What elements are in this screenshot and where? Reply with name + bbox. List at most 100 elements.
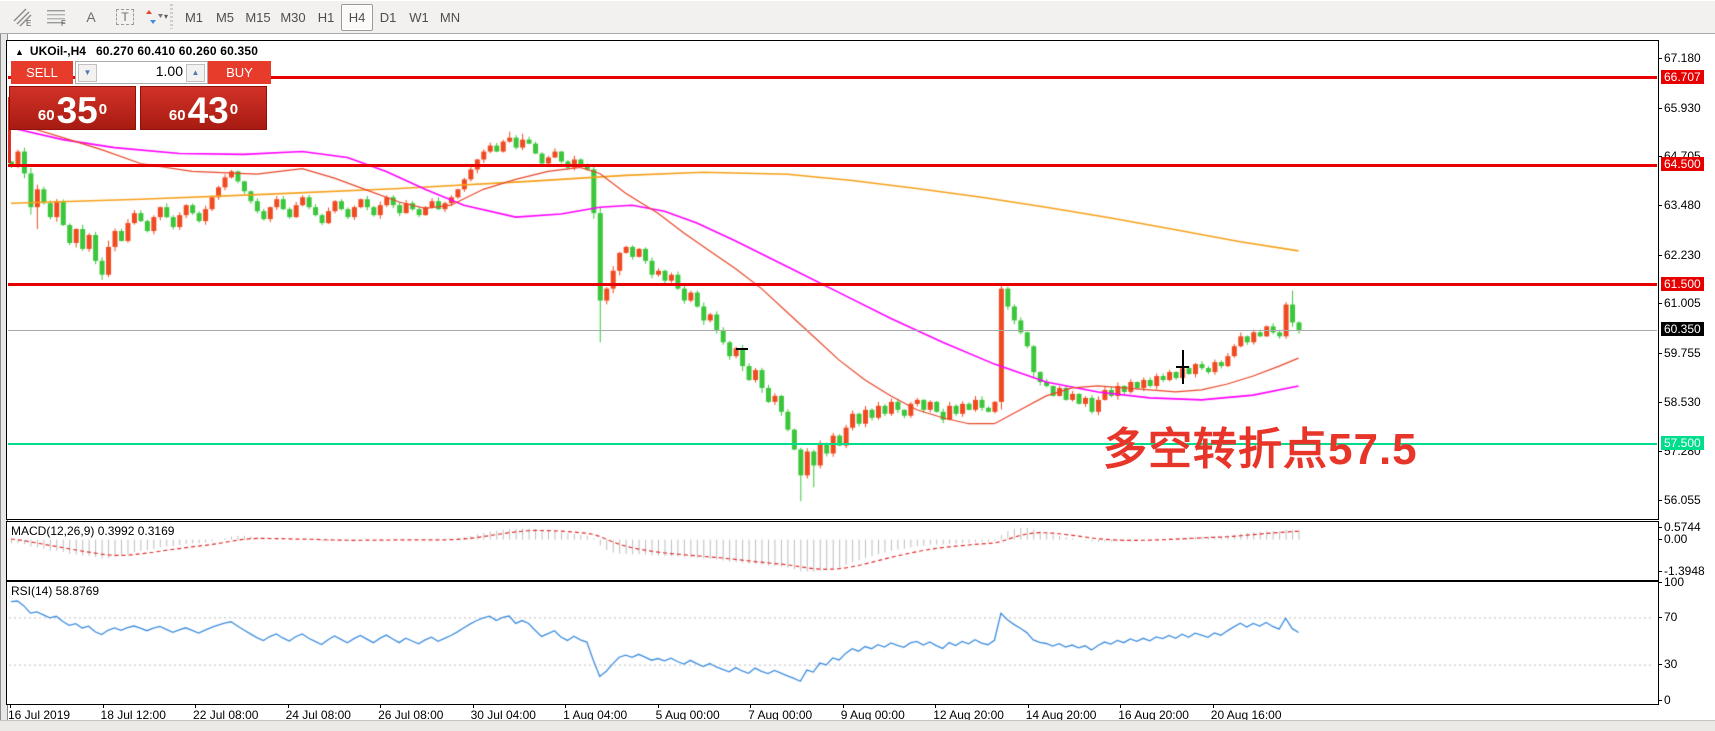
- volume-increase-button[interactable]: ▲: [186, 64, 205, 82]
- volume-box: ▼ 1.00 ▲: [75, 61, 208, 84]
- price-tick: [1658, 303, 1662, 304]
- timeframe-button-mn[interactable]: MN: [439, 10, 461, 25]
- toolbar-separator: [170, 4, 173, 29]
- price-tick-label: 62.230: [1664, 248, 1701, 262]
- volume-decrease-button[interactable]: ▼: [78, 64, 97, 82]
- one-click-collapse-icon[interactable]: ▲: [15, 47, 24, 57]
- macd-panel: MACD(12,26,9) 0.3992 0.3169: [6, 521, 1659, 581]
- svg-text:E: E: [26, 19, 31, 27]
- timeframe-button-d1[interactable]: D1: [379, 10, 397, 25]
- hline-61.5[interactable]: [8, 283, 1657, 286]
- macd-tick-label: 0.5744: [1664, 520, 1701, 534]
- price-tick: [1658, 205, 1662, 206]
- main-chart-panel: ▲ UKOil-,H4 60.270 60.410 60.260 60.350 SE…: [6, 40, 1659, 520]
- hline-66.707[interactable]: [8, 76, 1657, 79]
- rsi-tick-label: 100: [1664, 575, 1685, 589]
- rsi-tick: [1658, 617, 1662, 618]
- rsi-tick-label: 30: [1664, 657, 1678, 671]
- timeframe-button-h1[interactable]: H1: [317, 10, 335, 25]
- timeframe-button-w1[interactable]: W1: [409, 10, 429, 25]
- arrow-objects-icon[interactable]: ▾: [144, 3, 168, 30]
- date-tick: [1212, 704, 1214, 708]
- timeframe-button-m30[interactable]: M30: [280, 10, 306, 25]
- volume-input[interactable]: 1.00: [155, 63, 183, 79]
- macd-tick: [1658, 571, 1662, 572]
- price-tick-label: 67.180: [1664, 51, 1701, 65]
- date-tick: [657, 704, 659, 708]
- date-axis[interactable]: 16 Jul 2019 18 Jul 12:00 22 Jul 08:00 24 Ju…: [6, 704, 1657, 723]
- fibonacci-icon[interactable]: F: [42, 3, 72, 30]
- rsi-panel: RSI(14) 58.8769: [6, 581, 1659, 705]
- sell-button[interactable]: SELL: [11, 61, 73, 84]
- price-tick-label: 59.755: [1664, 346, 1701, 360]
- hline-64.5[interactable]: [8, 164, 1657, 167]
- date-label: 5 Aug 00:00: [655, 708, 720, 722]
- price-tick: [1658, 500, 1662, 501]
- rsi-tick-label: 0: [1664, 693, 1671, 707]
- rsi-axis: 100 70 30 0: [1658, 575, 1715, 707]
- text-tool-icon[interactable]: A: [86, 8, 96, 25]
- timeframe-button-m15[interactable]: M15: [245, 10, 271, 25]
- equidistant-channel-icon[interactable]: E: [8, 3, 38, 30]
- date-tick: [565, 704, 567, 708]
- price-tick: [1658, 353, 1662, 354]
- chart-window: ▲ UKOil-,H4 60.270 60.410 60.260 60.350 SE…: [0, 34, 1715, 723]
- main-chart-canvas[interactable]: [7, 41, 1656, 517]
- dash-mark[interactable]: [736, 348, 749, 351]
- timeframe-button-m1[interactable]: M1: [184, 10, 204, 25]
- current-price-line[interactable]: [8, 330, 1657, 331]
- ohlc-values: 60.270 60.410 60.260 60.350: [95, 44, 259, 58]
- price-tick-label: 65.930: [1664, 101, 1701, 115]
- rsi-tick: [1658, 582, 1662, 583]
- macd-axis: 0.5744 0.00 -1.3948: [1658, 520, 1715, 579]
- price-tick-label: 58.530: [1664, 395, 1701, 409]
- date-tick: [842, 704, 844, 708]
- date-tick: [750, 704, 752, 708]
- buy-price-box[interactable]: 60 43 0: [140, 86, 267, 130]
- price-tick: [1658, 58, 1662, 59]
- macd-canvas[interactable]: [7, 522, 1656, 578]
- date-label: 14 Aug 20:00: [1025, 708, 1097, 722]
- chart-title: ▲ UKOil-,H4 60.270 60.410 60.260 60.350: [15, 44, 258, 58]
- price-tick: [1658, 255, 1662, 256]
- timeframe-button-h4[interactable]: H4: [341, 4, 373, 31]
- macd-tick-label: -1.3948: [1664, 564, 1705, 578]
- price-tick: [1658, 402, 1662, 403]
- buy-price-sup: 0: [229, 101, 239, 118]
- buy-price-prefix: 60: [168, 107, 186, 124]
- date-tick: [102, 704, 104, 708]
- price-badge-60.350: 60.350: [1661, 322, 1704, 336]
- rsi-canvas[interactable]: [7, 582, 1656, 702]
- sell-price-box[interactable]: 60 35 0: [9, 86, 136, 130]
- price-axis: 67.180 65.930 64.705 63.480 62.230 61.005 59.7…: [1658, 40, 1715, 518]
- rsi-label: RSI(14) 58.8769: [11, 584, 100, 598]
- price-tick: [1658, 108, 1662, 109]
- date-label: 16 Aug 20:00: [1118, 708, 1189, 722]
- date-label: 20 Aug 16:00: [1210, 708, 1282, 722]
- hline-57.5[interactable]: [8, 443, 1657, 445]
- status-strip: [0, 720, 1715, 731]
- date-label: 18 Jul 12:00: [100, 708, 166, 722]
- buy-button[interactable]: BUY: [208, 61, 271, 84]
- date-label: 16 Jul 2019: [8, 708, 71, 722]
- date-tick: [287, 704, 289, 708]
- macd-tick: [1658, 527, 1662, 528]
- rsi-tick: [1658, 700, 1662, 701]
- date-label: 30 Jul 04:00: [470, 708, 536, 722]
- toolbar: E F A T ▾ M1 M5 M15 M30 H1 H4 D1 W1 MN: [0, 0, 1715, 34]
- price-tick-label: 61.005: [1664, 296, 1701, 310]
- buy-price-main: 43: [187, 90, 229, 131]
- timeframe-button-m5[interactable]: M5: [215, 10, 235, 25]
- date-tick: [1120, 704, 1122, 708]
- date-label: 24 Jul 08:00: [285, 708, 351, 722]
- text-label-tool-icon[interactable]: T: [110, 3, 140, 30]
- price-tick: [1658, 451, 1662, 452]
- date-tick: [472, 704, 474, 708]
- date-label: 9 Aug 00:00: [840, 708, 905, 722]
- svg-text:F: F: [61, 19, 66, 27]
- price-badge-64.500: 64.500: [1661, 157, 1704, 171]
- date-label: 12 Aug 20:00: [933, 708, 1004, 722]
- macd-tick: [1658, 539, 1662, 540]
- price-badge-61.500: 61.500: [1661, 277, 1704, 291]
